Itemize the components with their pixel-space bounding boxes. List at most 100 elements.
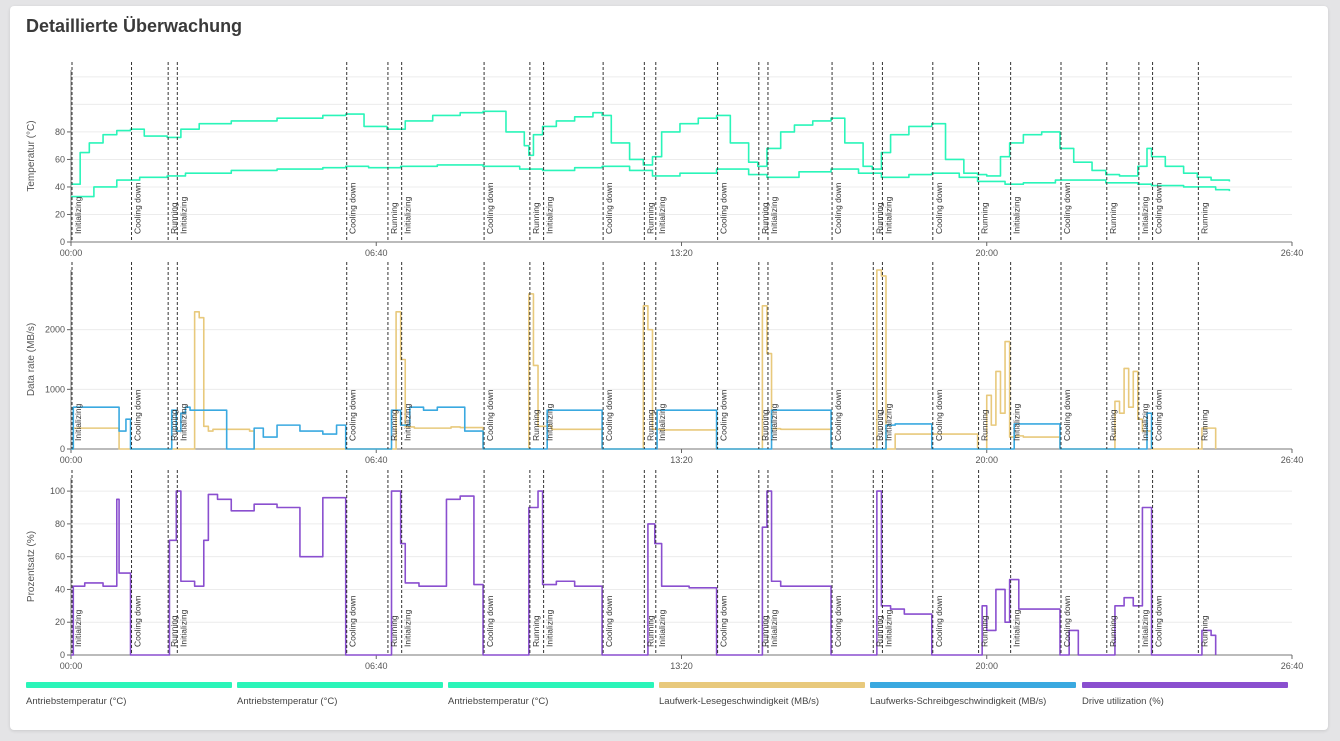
y-tick-label: 0	[60, 444, 65, 454]
event-marker-label: Running	[760, 409, 770, 441]
event-marker-label: Running	[1199, 202, 1209, 234]
event-marker-label: Running	[389, 615, 399, 647]
series-line	[71, 490, 1217, 656]
y-axis-label: Data rate (MB/s)	[26, 323, 37, 396]
event-marker-label: Running	[531, 202, 541, 234]
event-marker-label: Initializing	[403, 609, 413, 647]
y-axis-label: Prozentsatz (%)	[26, 531, 37, 602]
y-tick-label: 1000	[45, 384, 65, 394]
legend-label: Drive utilization (%)	[1082, 696, 1164, 707]
event-marker-label: Initializing	[178, 609, 188, 647]
x-tick-label: 26:40	[1281, 455, 1304, 465]
event-marker-label: Initializing	[1012, 609, 1022, 647]
event-marker-label: Initializing	[545, 609, 555, 647]
event-marker-label: Initializing	[1140, 403, 1150, 441]
event-marker-label: Cooling down	[833, 389, 843, 441]
event-marker-label: Cooling down	[1154, 389, 1164, 441]
event-marker-label: Running	[169, 202, 179, 234]
event-marker-label: Cooling down	[348, 182, 358, 234]
event-marker-label: Initializing	[545, 403, 555, 441]
legend: Antriebstemperatur (°C) Antriebstemperat…	[26, 682, 1294, 714]
event-marker-label: Initializing	[403, 403, 413, 441]
series-line	[71, 164, 1231, 198]
x-tick-label: 00:00	[60, 248, 83, 258]
legend-item-write-rate[interactable]: Laufwerks-Schreibgeschwindigkeit (MB/s)	[870, 682, 1076, 714]
event-marker-label: Cooling down	[1154, 595, 1164, 647]
event-marker-label: Running	[531, 409, 541, 441]
legend-item-temp-1[interactable]: Antriebstemperatur (°C)	[26, 682, 232, 714]
legend-item-temp-2[interactable]: Antriebstemperatur (°C)	[237, 682, 443, 714]
event-marker-label: Cooling down	[348, 389, 358, 441]
y-tick-label: 0	[60, 237, 65, 247]
event-marker-label: Cooling down	[1062, 389, 1072, 441]
event-marker-label: Cooling down	[719, 389, 729, 441]
event-marker-label: Running	[1108, 409, 1118, 441]
y-tick-label: 60	[55, 552, 65, 562]
event-marker-label: Cooling down	[833, 595, 843, 647]
event-marker-label: Initializing	[1012, 403, 1022, 441]
event-marker-label: Running	[645, 615, 655, 647]
y-tick-label: 60	[55, 154, 65, 164]
x-tick-label: 13:20	[670, 455, 693, 465]
event-marker-label: Initializing	[883, 609, 893, 647]
event-marker-label: Cooling down	[719, 182, 729, 234]
x-tick-label: 06:40	[365, 248, 388, 258]
legend-swatch	[448, 682, 654, 688]
x-tick-label: 06:40	[365, 455, 388, 465]
event-marker-label: Running	[874, 615, 884, 647]
legend-label: Laufwerks-Schreibgeschwindigkeit (MB/s)	[870, 696, 1047, 707]
monitoring-card: Detaillierte Überwachung	[10, 6, 1328, 730]
event-marker-label: Cooling down	[485, 595, 495, 647]
legend-item-temp-3[interactable]: Antriebstemperatur (°C)	[448, 682, 654, 714]
y-tick-label: 80	[55, 127, 65, 137]
event-marker-label: Initializing	[403, 196, 413, 234]
y-tick-label: 40	[55, 182, 65, 192]
legend-item-read-rate[interactable]: Laufwerk-Lesegeschwindigkeit (MB/s)	[659, 682, 865, 714]
event-marker-label: Cooling down	[604, 595, 614, 647]
event-marker-label: Cooling down	[133, 595, 143, 647]
x-tick-label: 20:00	[975, 661, 998, 671]
event-marker-label: Running	[1199, 615, 1209, 647]
event-marker-label: Running	[645, 202, 655, 234]
x-tick-label: 26:40	[1281, 661, 1304, 671]
event-marker-label: Cooling down	[934, 595, 944, 647]
event-marker-label: Initializing	[545, 196, 555, 234]
x-tick-label: 26:40	[1281, 248, 1304, 258]
event-marker-label: Running	[169, 615, 179, 647]
event-marker-label: Initializing	[883, 196, 893, 234]
y-tick-label: 100	[50, 486, 65, 496]
event-marker-label: Initializing	[1140, 196, 1150, 234]
legend-item-utilization[interactable]: Drive utilization (%)	[1082, 682, 1288, 714]
event-marker-label: Running	[169, 409, 179, 441]
legend-swatch	[26, 682, 232, 688]
event-marker-label: Cooling down	[604, 389, 614, 441]
event-marker-label: Cooling down	[485, 389, 495, 441]
event-marker-label: Initializing	[178, 403, 188, 441]
legend-label: Antriebstemperatur (°C)	[26, 696, 127, 707]
event-marker-label: Initializing	[657, 403, 667, 441]
event-marker-label: Running	[980, 409, 990, 441]
event-marker-label: Initializing	[1140, 609, 1150, 647]
x-tick-label: 13:20	[670, 661, 693, 671]
event-marker-label: Initializing	[657, 609, 667, 647]
event-marker-label: Cooling down	[348, 595, 358, 647]
x-tick-label: 00:00	[60, 455, 83, 465]
event-marker-label: Running	[760, 615, 770, 647]
event-marker-label: Initializing	[769, 196, 779, 234]
event-marker-label: Initializing	[769, 403, 779, 441]
event-marker-label: Cooling down	[934, 389, 944, 441]
legend-swatch	[1082, 682, 1288, 688]
legend-label: Laufwerk-Lesegeschwindigkeit (MB/s)	[659, 696, 819, 707]
event-marker-label: Running	[874, 409, 884, 441]
x-tick-label: 00:00	[60, 661, 83, 671]
event-marker-label: Cooling down	[133, 182, 143, 234]
y-tick-label: 2000	[45, 325, 65, 335]
series-line	[71, 269, 1217, 450]
event-marker-label: Running	[645, 409, 655, 441]
event-marker-label: Initializing	[178, 196, 188, 234]
event-marker-label: Initializing	[883, 403, 893, 441]
event-marker-label: Running	[531, 615, 541, 647]
event-marker-label: Cooling down	[604, 182, 614, 234]
x-tick-label: 20:00	[975, 455, 998, 465]
